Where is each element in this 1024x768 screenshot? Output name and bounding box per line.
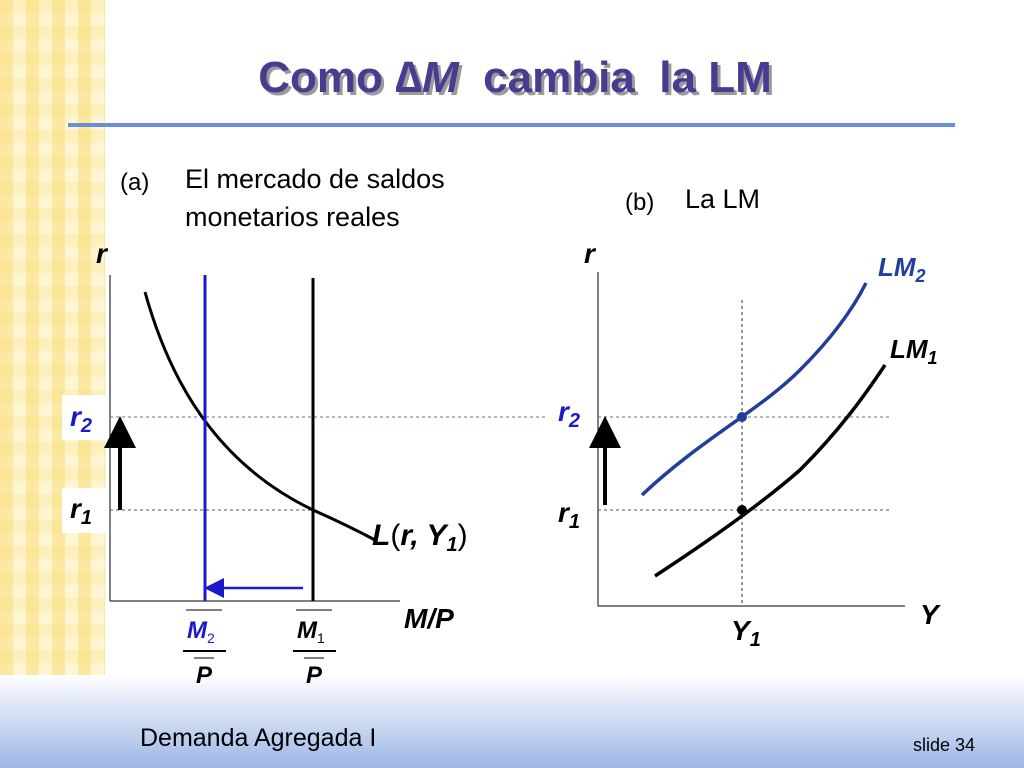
curve-sub: 1 (928, 348, 938, 368)
income-sub: 1 (750, 629, 761, 651)
label-box (62, 488, 107, 533)
title-part: M (422, 53, 460, 102)
level-symbol: r (70, 493, 83, 524)
decor-strip (0, 0, 105, 768)
level-symbol: r (558, 497, 571, 528)
num-sub: 1 (317, 630, 325, 646)
axis-label: Y (920, 599, 941, 630)
curve-part: r, Y (400, 519, 449, 552)
curve-sub: 2 (915, 266, 926, 286)
income-label: Y1 (731, 615, 761, 651)
demand-curve (143, 291, 376, 542)
panel-label: (b) (625, 189, 654, 216)
level-symbol: r (70, 401, 83, 432)
level-label: r1 (70, 493, 92, 529)
slide-number: slide 34 (913, 735, 975, 755)
lm1-curve (654, 364, 887, 578)
equilibrium-point (737, 505, 747, 515)
level-sub: 1 (81, 507, 92, 529)
num-symbol: M (297, 617, 318, 644)
curve-symbol: LM (878, 252, 917, 282)
caption: monetarios reales (185, 202, 400, 232)
title: Como ∆M cambia la LM (258, 53, 771, 102)
label-box (62, 395, 107, 440)
footer-title: Demanda Agregada I (140, 724, 376, 752)
caption: El mercado de saldos (185, 164, 445, 194)
title-shadow: Como ∆M cambia la LM (261, 56, 774, 105)
caption: La LM (685, 184, 760, 214)
curve-label: L(r, Y1) (372, 519, 468, 556)
curve-label: LM1 (890, 334, 938, 368)
fraction-den: P (196, 662, 213, 689)
panel-label: (a) (120, 169, 149, 196)
equilibrium-point (737, 412, 747, 422)
fraction-num: M2 (187, 617, 215, 646)
level-label: r2 (70, 401, 92, 437)
axis-label: r (584, 238, 597, 269)
title-part: cambia la LM (459, 53, 772, 102)
curve-part: ( (390, 519, 400, 552)
level-label: r2 (558, 396, 580, 432)
num-sub: 2 (207, 630, 215, 646)
income-symbol: Y (731, 615, 752, 646)
fraction-num: M1 (297, 617, 325, 646)
level-sub: 2 (80, 415, 92, 437)
axis-label: r (96, 238, 109, 269)
curve-part: L (372, 519, 390, 552)
lm2-curve (640, 282, 868, 497)
curve-label: LM2 (878, 252, 926, 286)
curve-part: ) (458, 519, 468, 552)
level-sub: 1 (569, 511, 580, 533)
fraction-den: P (306, 662, 323, 689)
title-part: Como (258, 53, 395, 102)
curve-part: 1 (447, 534, 458, 556)
axis-label: M/P (404, 603, 454, 634)
level-sub: 2 (568, 410, 580, 432)
level-label: r1 (558, 497, 580, 533)
level-symbol: r (558, 396, 571, 427)
num-symbol: M (187, 617, 208, 644)
title-part: ∆ (395, 53, 422, 102)
footer-band (0, 675, 1024, 768)
curve-symbol: LM (890, 334, 929, 364)
